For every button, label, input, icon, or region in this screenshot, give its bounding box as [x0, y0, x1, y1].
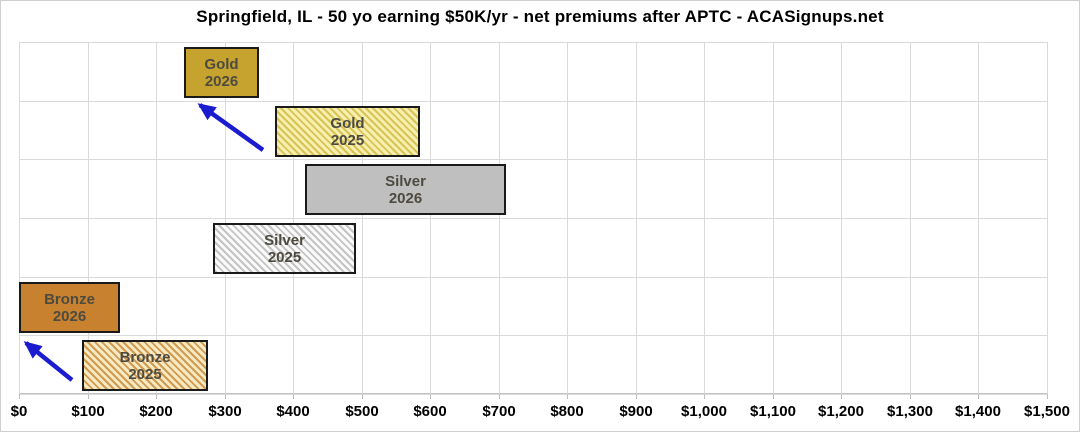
- axis-tick: [430, 394, 431, 399]
- axis-tick: [293, 394, 294, 399]
- bar-gold-2026: Gold 2026: [184, 47, 259, 98]
- bar-label: 2026: [204, 72, 239, 90]
- axis-tick-label: $900: [619, 403, 653, 420]
- bar-bronze-2026: Bronze 2026: [19, 282, 120, 333]
- gridline-horizontal: [19, 335, 1047, 336]
- axis-tick-label: $100: [71, 403, 105, 420]
- gridline-horizontal: [19, 394, 1047, 395]
- gridline-horizontal: [19, 101, 1047, 102]
- bar-label: Gold: [204, 55, 239, 73]
- axis-tick: [19, 394, 20, 399]
- gridline-vertical: [1047, 42, 1048, 394]
- axis-tick: [156, 394, 157, 399]
- axis-tick-label: $800: [550, 403, 584, 420]
- bar-label: Bronze: [119, 348, 171, 366]
- axis-tick: [978, 394, 979, 399]
- bar-label: Silver: [264, 231, 305, 249]
- axis-tick: [499, 394, 500, 399]
- axis-tick: [88, 394, 89, 399]
- x-axis: $0 $100 $200 $300 $400 $500 $600 $700 $800 $900 $1…: [1, 394, 1079, 431]
- axis-tick-label: $1,000: [681, 403, 727, 420]
- axis-tick: [773, 394, 774, 399]
- bar-label: 2026: [52, 307, 87, 325]
- chart-title: Springfield, IL - 50 yo earning $50K/yr …: [196, 7, 884, 26]
- bar-gold-2025: Gold 2025: [275, 106, 420, 157]
- gridline-horizontal: [19, 218, 1047, 219]
- axis-tick-label: $300: [208, 403, 242, 420]
- gridline-horizontal: [19, 277, 1047, 278]
- gridline-horizontal: [19, 159, 1047, 160]
- axis-tick: [362, 394, 363, 399]
- axis-tick-label: $1,200: [818, 403, 864, 420]
- bar-silver-2026: Silver 2026: [305, 164, 506, 215]
- axis-tick-label: $1,500: [1024, 403, 1070, 420]
- bar-label: Bronze: [44, 290, 95, 308]
- axis-tick-label: $1,100: [750, 403, 796, 420]
- axis-tick: [1047, 394, 1048, 399]
- axis-tick-label: $1,400: [955, 403, 1001, 420]
- axis-tick-label: $0: [10, 403, 28, 420]
- axis-tick: [841, 394, 842, 399]
- axis-tick-label: $200: [139, 403, 173, 420]
- bar-silver-2025: Silver 2025: [213, 223, 356, 274]
- axis-tick: [636, 394, 637, 399]
- axis-tick: [225, 394, 226, 399]
- bar-label: Silver: [385, 172, 426, 190]
- bar-label: 2025: [267, 248, 302, 266]
- axis-tick: [567, 394, 568, 399]
- axis-tick: [910, 394, 911, 399]
- gridline-horizontal: [19, 42, 1047, 43]
- bar-bronze-2025: Bronze 2025: [82, 340, 208, 391]
- bar-label: 2026: [388, 189, 423, 207]
- axis-tick-label: $500: [345, 403, 379, 420]
- axis-tick-label: $600: [413, 403, 447, 420]
- axis-tick: [704, 394, 705, 399]
- x-axis-line: [19, 393, 1047, 394]
- plot-area: Gold 2026 Gold 2025 Silver 2026 Silver 2025 Bron…: [19, 42, 1048, 395]
- axis-tick-label: $1,300: [887, 403, 933, 420]
- bar-label: 2025: [128, 365, 162, 383]
- bar-label: Gold: [330, 114, 365, 132]
- axis-tick-label: $400: [276, 403, 310, 420]
- bar-label: 2025: [330, 131, 365, 149]
- axis-tick-label: $700: [482, 403, 516, 420]
